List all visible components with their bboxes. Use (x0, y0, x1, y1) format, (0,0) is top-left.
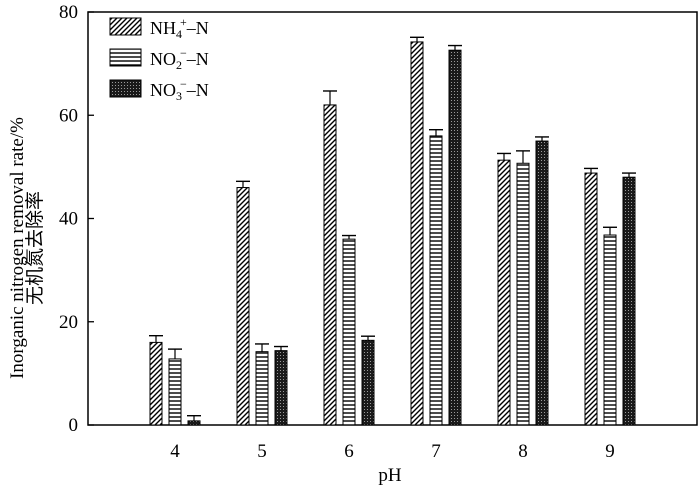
bar-s2-ph6 (342, 238, 356, 426)
x-tick-label-4: 8 (518, 441, 528, 462)
legend-label-1-part-2: + (180, 15, 187, 29)
bar-s1-ph9 (584, 172, 598, 426)
legend-label-1-part-3: –N (186, 18, 209, 38)
y-tick-label-2: 40 (59, 209, 78, 230)
y-axis-title-cn: 无机氮去除率 (24, 191, 46, 305)
bar-s3-ph9 (622, 176, 636, 426)
bar-s2-ph9 (603, 234, 617, 426)
x-tick-label-0: 4 (170, 441, 180, 462)
legend-label-2-part-3: –N (186, 49, 209, 69)
legend-label-3-part-1: 3 (176, 89, 182, 103)
bar-s3-ph5 (274, 350, 288, 426)
bar-s1-ph7 (410, 41, 424, 426)
legend-swatch-3 (109, 79, 142, 98)
bar-s2-ph5 (255, 351, 269, 426)
bar-s1-ph4 (149, 341, 163, 426)
legend-label-3: NO3−–N (150, 77, 209, 103)
legend-label-2-part-0: NO (150, 49, 176, 69)
bar-s1-ph5 (236, 187, 250, 426)
legend-label-2-part-1: 2 (176, 58, 182, 72)
x-axis-title: pH (378, 465, 402, 486)
x-tick-label-5: 9 (605, 441, 615, 462)
legend-label-1-part-1: 4 (176, 27, 182, 41)
y-tick-label-0: 0 (69, 415, 79, 436)
x-tick-label-2: 6 (344, 441, 354, 462)
bar-s2-ph4 (168, 358, 182, 426)
legend-label-1: NH4+–N (150, 15, 209, 41)
legend-label-3-part-3: –N (186, 80, 209, 100)
bar-s2-ph8 (516, 162, 530, 426)
bar-s3-ph6 (361, 339, 375, 426)
legend-label-3-part-2: − (180, 77, 187, 91)
legend-label-2: NO2−–N (150, 46, 209, 72)
y-axis-title-en: Inorganic nitrogen removal rate/% (7, 117, 28, 379)
y-tick-label-3: 60 (59, 105, 78, 126)
x-tick-label-1: 5 (257, 441, 267, 462)
bar-s3-ph4 (187, 420, 201, 426)
bar-s1-ph6 (323, 104, 337, 426)
bar-s1-ph8 (497, 159, 511, 426)
y-axis-title: 无机氮去除率 Inorganic nitrogen removal rate/% (7, 117, 46, 379)
x-tick-label-3: 7 (431, 441, 441, 462)
legend-label-2-part-2: − (180, 46, 187, 60)
y-tick-label-1: 20 (59, 312, 78, 333)
bar-s2-ph7 (429, 135, 443, 426)
y-tick-label-4: 80 (59, 2, 78, 23)
legend-swatch-1 (109, 17, 142, 36)
bar-s3-ph8 (535, 140, 549, 426)
bar-s3-ph7 (448, 49, 462, 426)
legend-label-3-part-0: NO (150, 80, 176, 100)
legend-label-1-part-0: NH (150, 18, 176, 38)
legend-swatch-2 (109, 48, 142, 67)
